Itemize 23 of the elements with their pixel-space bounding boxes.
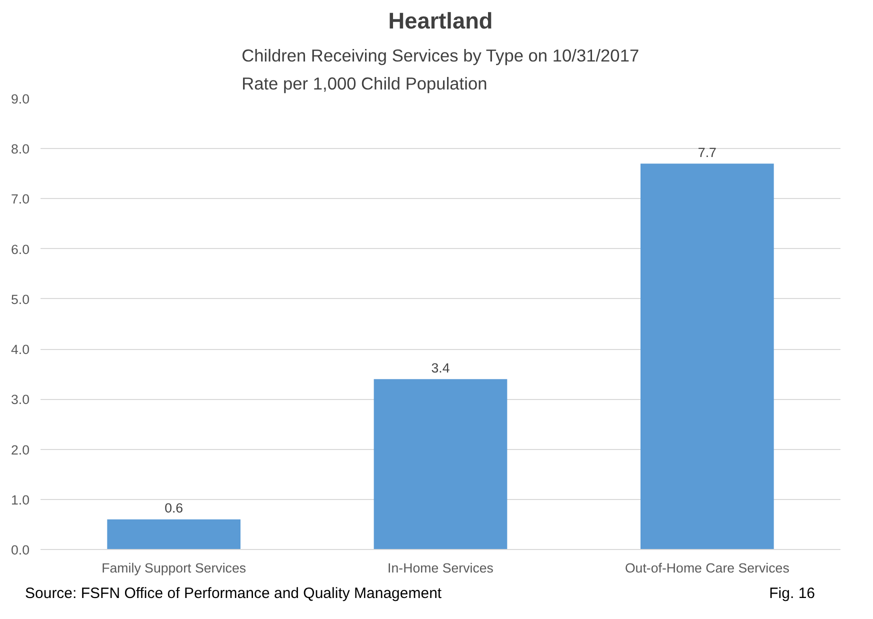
- y-tick-label: 4.0: [10, 342, 30, 358]
- bar: [107, 519, 240, 550]
- x-tick-label: In-Home Services: [388, 560, 494, 576]
- x-tick-label: Out-of-Home Care Services: [624, 560, 790, 576]
- y-tick-label: 1.0: [10, 492, 30, 508]
- source-note: Source: FSFN Office of Performance and Quality Management: [25, 584, 442, 604]
- bar: [640, 164, 774, 550]
- y-tick-label: 0.0: [10, 542, 30, 558]
- y-tick-label: 7.0: [10, 192, 30, 207]
- chart-title: Heartland: [388, 8, 493, 34]
- bar: [374, 379, 508, 550]
- chart-subtitle: Children Receiving Services by Type on 10/31/2017 Rate per 1,000 Child Population: [242, 46, 640, 94]
- data-label: 3.4: [431, 360, 450, 376]
- data-label: 7.7: [698, 144, 716, 160]
- y-tick-label: 5.0: [10, 292, 30, 307]
- y-tick-label: 6.0: [10, 242, 30, 257]
- data-label: 0.6: [164, 500, 184, 516]
- y-tick-label: 8.0: [10, 142, 30, 157]
- y-tick-label: 3.0: [10, 392, 30, 408]
- y-tick-label: 9.0: [10, 92, 30, 106]
- x-tick-label: Family Support Services: [102, 560, 246, 576]
- y-tick-label: 2.0: [10, 442, 30, 458]
- caption: Fig. 16: [769, 584, 815, 604]
